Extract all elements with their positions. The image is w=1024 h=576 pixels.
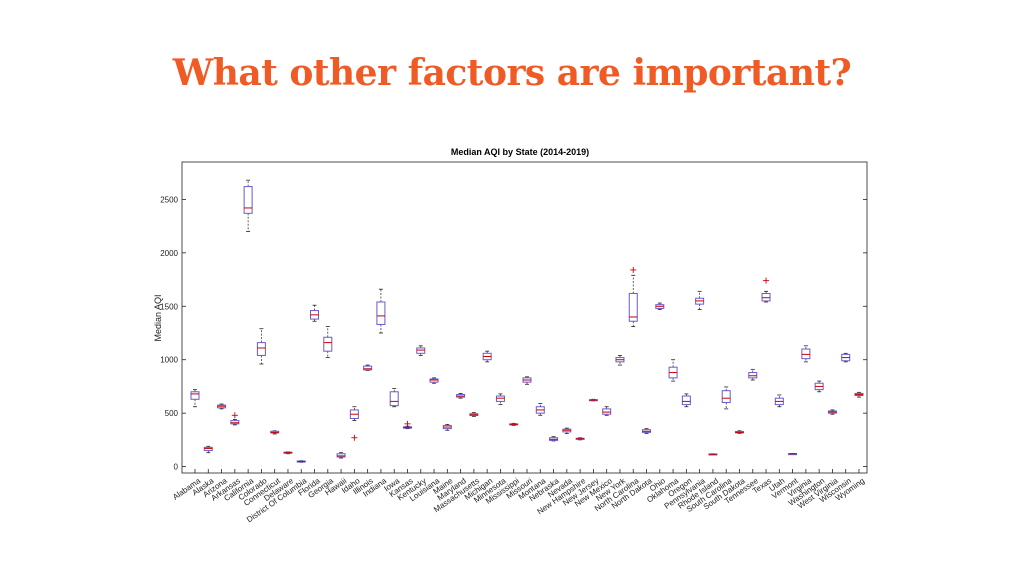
box-wyoming [854,391,864,398]
y-tick-label: 500 [165,409,179,418]
y-tick-label: 1000 [160,356,178,365]
box-indiana [376,288,386,334]
box-iqr [389,391,399,407]
box-iqr [602,408,612,415]
box-iqr [429,378,439,383]
box-north-dakota [642,428,652,434]
box-vermont [788,453,798,456]
box-nevada [562,427,572,434]
box-iqr [190,391,200,400]
box-georgia [323,326,333,358]
box-iqr [323,336,333,352]
box-iqr [681,395,691,406]
box-iqr [721,390,731,403]
box-delaware [283,451,293,455]
box-connecticut [270,430,280,435]
box-iqr [416,347,426,354]
box-alaska [203,445,213,454]
box-mississippi [509,422,519,426]
box-kentucky [416,345,426,356]
box-alabama [190,389,200,408]
chart-title: Median AQI by State (2014-2019) [451,147,589,157]
box-ohio [655,302,665,310]
box-iqr [801,348,811,360]
box-iqr [243,186,253,214]
y-tick-label: 1500 [160,302,178,311]
box-iqr [336,453,346,458]
x-axis-ticks: AlabamaAlaskaArizonaArkansasCaliforniaCo… [171,469,866,524]
box-west-virginia [827,409,837,415]
box-oklahoma [668,359,678,382]
box-new-hampshire [575,437,585,441]
box-tennessee [748,368,758,381]
boxes-group [190,179,864,463]
slide-title: What other factors are important? [172,52,852,94]
box-iqr [628,292,638,322]
box-kansas [402,420,412,430]
box-hawaii [336,452,346,459]
box-iqr [230,420,240,425]
box-district-of-columbia [296,460,306,463]
y-tick-label: 0 [174,463,179,472]
box-pennsylvania [695,290,705,310]
box-maine [442,423,452,431]
y-tick-label: 2500 [160,195,178,204]
box-massachusetts [469,412,479,417]
box-arkansas [230,412,240,426]
box-south-carolina [721,386,731,410]
box-iqr [256,342,266,356]
box-colorado [256,328,266,365]
box-iqr [748,372,758,379]
box-iqr [363,365,373,371]
box-iqr [376,301,386,325]
box-new-mexico [602,406,612,416]
y-axis-label: Median AQI [153,294,163,341]
box-iowa [389,388,399,408]
box-new-york [615,355,625,366]
box-maryland [456,392,466,399]
box-washington [814,380,824,393]
box-idaho [349,406,359,441]
y-tick-label: 2000 [160,249,178,258]
box-missouri [522,376,532,385]
box-iqr [203,446,213,452]
box-oregon [681,393,691,408]
box-montana [535,403,545,416]
box-new-jersey [588,398,598,402]
y-axis-ticks: 0 500 1000 1500 2000 2500 [160,195,867,472]
box-iqr [761,292,771,302]
plot-area [181,161,868,474]
box-north-carolina [628,266,638,327]
box-iqr [495,395,505,402]
box-texas [761,277,771,303]
box-nebraska [549,436,559,442]
box-virginia [801,345,811,363]
box-minnesota [495,393,505,406]
box-illinois [363,364,373,371]
box-wisconsin [841,352,851,363]
box-california [243,179,253,232]
box-arizona [217,403,227,410]
box-utah [774,394,784,408]
box-michigan [482,350,492,363]
box-louisiana [429,377,439,384]
box-south-dakota [734,430,744,434]
box-florida [310,304,320,322]
box-rhode-island [708,453,718,456]
